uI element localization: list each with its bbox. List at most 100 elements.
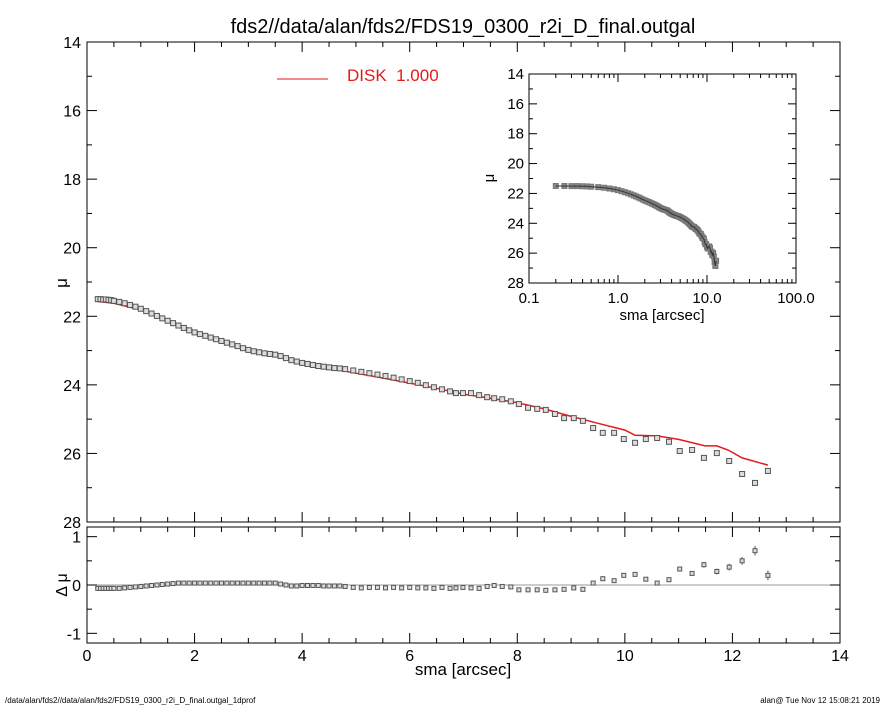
data-point	[256, 349, 263, 356]
residual-point	[516, 587, 522, 593]
residual-point	[407, 584, 413, 590]
data-point	[676, 448, 683, 455]
x-tick-label: 6	[405, 648, 414, 665]
residual-point	[122, 585, 128, 591]
main-axis-ticks	[86, 41, 841, 523]
residual-point	[431, 585, 437, 591]
residual-point	[499, 583, 505, 589]
data-point	[304, 360, 311, 367]
data-point	[331, 365, 338, 372]
data-point	[127, 301, 134, 308]
residual-point	[600, 576, 606, 582]
data-point	[764, 467, 771, 474]
data-point	[326, 364, 333, 371]
data-point	[542, 406, 549, 413]
residual-point	[326, 583, 332, 589]
inset-x-tick-label: 0.1	[519, 290, 540, 307]
inset-profile-line	[555, 185, 717, 267]
residual-point	[116, 585, 122, 591]
residual-point	[261, 580, 267, 586]
data-point	[515, 401, 522, 408]
data-point	[590, 425, 597, 432]
residual-point	[213, 580, 219, 586]
data-point	[309, 361, 316, 368]
data-point	[153, 312, 160, 319]
residual-point	[202, 580, 208, 586]
residual-point	[278, 581, 284, 587]
data-point	[191, 329, 198, 336]
residual-point	[175, 580, 181, 586]
residual-panel: 1 0 -1 Δ μ	[54, 526, 841, 644]
main-y-label: μ	[52, 278, 71, 288]
data-point	[390, 374, 397, 381]
residual-point	[294, 583, 300, 589]
data-point	[561, 415, 568, 422]
data-point	[447, 388, 454, 395]
residual-point	[288, 583, 294, 589]
residual-point	[197, 580, 203, 586]
residual-point	[453, 585, 459, 591]
residual-point	[689, 570, 695, 576]
data-point	[234, 343, 241, 350]
residual-point	[552, 587, 558, 593]
data-point	[579, 417, 586, 424]
residual-point	[611, 578, 617, 584]
inset-x-tick-label: 10.0	[692, 290, 721, 307]
residual-point	[632, 571, 638, 577]
residual-tick-label: 1	[72, 530, 81, 547]
data-point	[654, 435, 661, 441]
inset-y-tick-label: 18	[507, 126, 524, 143]
residual-point	[170, 581, 176, 587]
data-point	[642, 436, 649, 443]
residual-point	[181, 580, 187, 586]
data-point	[422, 382, 429, 389]
residual-point	[218, 580, 224, 586]
data-point	[239, 345, 246, 352]
residual-point	[677, 566, 683, 572]
data-point	[726, 457, 733, 464]
residual-point	[321, 583, 327, 589]
data-point	[283, 355, 290, 362]
inset-y-tick-label: 14	[507, 66, 524, 83]
residual-point	[315, 582, 321, 588]
residual-point	[154, 582, 160, 588]
residual-axis-ticks	[86, 527, 841, 643]
residual-point	[765, 572, 771, 578]
data-point	[366, 370, 373, 377]
residual-point	[149, 582, 155, 588]
residual-point	[240, 580, 246, 586]
residual-point	[138, 583, 144, 589]
residual-point	[666, 577, 672, 583]
y-tick-label: 14	[63, 35, 81, 52]
inset-y-label: μ	[481, 174, 498, 183]
y-tick-label: 20	[63, 241, 81, 258]
residual-point	[272, 580, 278, 586]
main-x-tick-labels: 0 2 4 6 8 10 12 14	[83, 648, 849, 665]
residual-point	[358, 585, 364, 591]
residual-point	[127, 584, 133, 590]
residual-point	[192, 580, 198, 586]
data-point	[459, 390, 466, 397]
residual-point	[484, 583, 490, 589]
data-point	[689, 447, 696, 453]
residual-point	[267, 580, 273, 586]
residual-point	[366, 584, 372, 590]
residual-point	[752, 548, 758, 554]
data-point	[430, 384, 437, 391]
residual-point	[447, 585, 453, 591]
residual-point	[399, 585, 405, 591]
residual-point	[571, 585, 577, 591]
residual-point	[468, 585, 474, 591]
residual-point	[374, 584, 380, 590]
data-point	[148, 310, 155, 317]
residual-point	[590, 580, 596, 586]
data-point	[350, 367, 357, 374]
inset-x-tick-label: 1.0	[608, 290, 629, 307]
data-point	[143, 308, 150, 315]
data-point	[266, 351, 273, 357]
residual-point	[299, 582, 305, 588]
residual-tick-label: 0	[72, 578, 81, 595]
data-point	[299, 359, 306, 366]
inset-y-tick-label: 20	[507, 156, 524, 173]
data-point	[739, 471, 746, 477]
